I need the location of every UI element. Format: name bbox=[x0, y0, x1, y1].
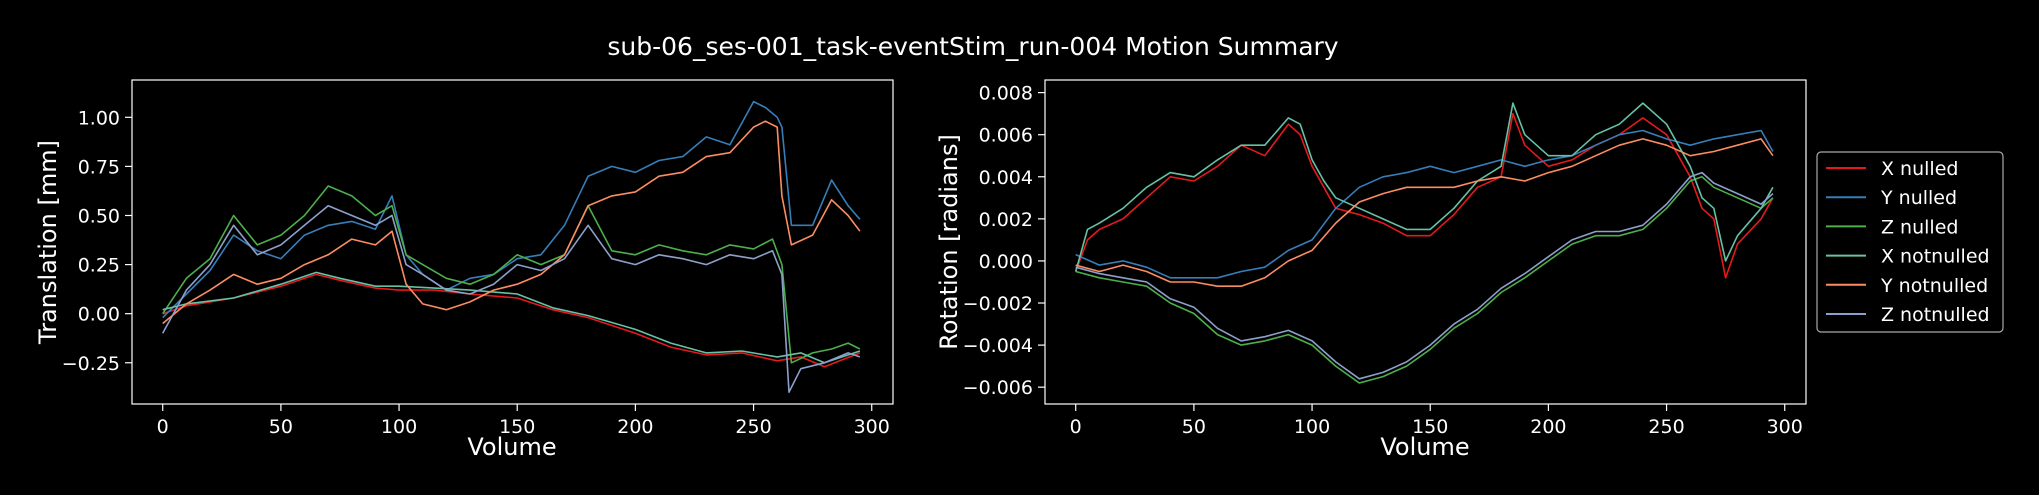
rotation-x-ticks: 0 50 100 150 200 250 300 bbox=[1070, 404, 1803, 438]
rotation-y-tick-label: −0.002 bbox=[963, 293, 1033, 315]
rotation-line-y-notnulled bbox=[1075, 138, 1774, 287]
rotation-y-tick-label: 0.006 bbox=[979, 125, 1033, 147]
figure-title: sub-06_ses-001_task-eventStim_run-004 Mo… bbox=[607, 32, 1338, 61]
legend: X nulled Y nulled Z nulled X notnulled Y not… bbox=[1816, 151, 2004, 333]
legend-label: Y nulled bbox=[1880, 187, 1957, 209]
translation-x-ticks: 0 50 100 150 200 250 300 bbox=[157, 404, 890, 438]
translation-x-tick-label: 50 bbox=[269, 416, 293, 438]
translation-series-lines bbox=[161, 100, 861, 393]
translation-line-y-notnulled bbox=[162, 120, 861, 325]
translation-y-axis-label: Translation [mm] bbox=[34, 140, 62, 345]
translation-y-tick-label: 0.25 bbox=[78, 255, 120, 277]
rotation-x-tick-label: 150 bbox=[1412, 416, 1448, 438]
translation-line-x-notnulled bbox=[162, 271, 861, 364]
rotation-x-tick-label: 200 bbox=[1530, 416, 1566, 438]
translation-x-axis-label: Volume bbox=[467, 433, 556, 461]
translation-x-tick-label: 100 bbox=[381, 416, 417, 438]
rotation-line-y-nulled bbox=[1075, 129, 1774, 279]
legend-label: X notnulled bbox=[1881, 246, 1990, 268]
rotation-x-axis-label: Volume bbox=[1380, 433, 1469, 461]
rotation-x-tick-label: 50 bbox=[1182, 416, 1206, 438]
translation-y-tick-label: 1.00 bbox=[78, 107, 120, 129]
rotation-panel: 0 50 100 150 200 250 300 −0.006 −0.004 −0.002 0.0… bbox=[935, 79, 1807, 461]
legend-label: Y notnulled bbox=[1880, 275, 1988, 297]
rotation-y-axis-label: Rotation [radians] bbox=[935, 134, 963, 350]
rotation-x-tick-label: 100 bbox=[1294, 416, 1330, 438]
rotation-y-tick-label: 0.008 bbox=[979, 83, 1033, 105]
translation-y-ticks: −0.25 0.00 0.25 0.50 0.75 1.00 bbox=[62, 107, 132, 375]
rotation-axes-frame bbox=[1044, 79, 1807, 405]
translation-x-tick-label: 0 bbox=[157, 416, 169, 438]
rotation-y-tick-label: 0.004 bbox=[979, 167, 1033, 189]
rotation-y-tick-label: −0.006 bbox=[963, 377, 1033, 399]
translation-line-z-notnulled bbox=[161, 204, 861, 393]
rotation-x-tick-label: 0 bbox=[1070, 416, 1082, 438]
rotation-line-z-nulled bbox=[1075, 176, 1774, 384]
legend-label: X nulled bbox=[1881, 158, 1958, 180]
rotation-x-tick-label: 300 bbox=[1767, 416, 1803, 438]
rotation-x-tick-label: 250 bbox=[1648, 416, 1684, 438]
translation-panel: 0 50 100 150 200 250 300 −0.25 0.00 0.25 0.50 0.75… bbox=[34, 79, 894, 461]
translation-line-x-nulled bbox=[162, 273, 861, 368]
rotation-line-x-notnulled bbox=[1074, 102, 1774, 272]
translation-y-tick-label: 0.75 bbox=[78, 156, 120, 178]
legend-label: Z notnulled bbox=[1881, 304, 1990, 326]
legend-label: Z nulled bbox=[1881, 216, 1958, 238]
translation-x-tick-label: 150 bbox=[499, 416, 535, 438]
translation-x-tick-label: 250 bbox=[735, 416, 771, 438]
translation-x-tick-label: 300 bbox=[854, 416, 890, 438]
translation-line-z-nulled bbox=[162, 185, 861, 364]
rotation-y-tick-label: 0.000 bbox=[979, 251, 1033, 273]
rotation-y-tick-label: 0.002 bbox=[979, 209, 1033, 231]
translation-axes-frame bbox=[131, 79, 894, 405]
translation-y-tick-label: −0.25 bbox=[62, 353, 120, 375]
translation-x-tick-label: 200 bbox=[617, 416, 653, 438]
legend-entries: X nulled Y nulled Z nulled X notnulled Y not… bbox=[1826, 158, 1990, 326]
rotation-line-z-notnulled bbox=[1075, 171, 1774, 380]
translation-y-tick-label: 0.00 bbox=[78, 304, 120, 326]
translation-line-y-nulled bbox=[162, 100, 861, 319]
rotation-series-lines bbox=[1074, 102, 1774, 384]
rotation-y-tick-label: −0.004 bbox=[963, 335, 1033, 357]
rotation-y-ticks: −0.006 −0.004 −0.002 0.000 0.002 0.004 0.006 0.… bbox=[963, 83, 1045, 399]
translation-y-tick-label: 0.50 bbox=[78, 205, 120, 227]
